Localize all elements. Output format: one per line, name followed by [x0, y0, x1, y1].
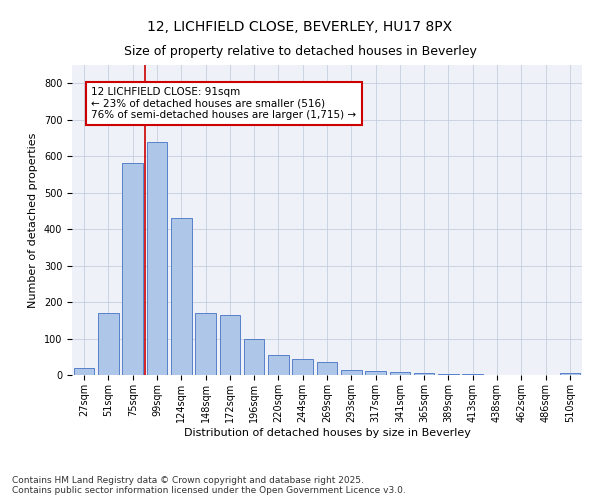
Y-axis label: Number of detached properties: Number of detached properties [28, 132, 38, 308]
Bar [244, 338, 265, 375]
Bar [220, 315, 240, 375]
Bar [463, 374, 483, 375]
Bar [414, 373, 434, 375]
Text: 12 LICHFIELD CLOSE: 91sqm
← 23% of detached houses are smaller (516)
76% of semi: 12 LICHFIELD CLOSE: 91sqm ← 23% of detac… [91, 87, 356, 120]
Text: 12, LICHFIELD CLOSE, BEVERLEY, HU17 8PX: 12, LICHFIELD CLOSE, BEVERLEY, HU17 8PX [148, 20, 452, 34]
Bar [268, 355, 289, 375]
Bar [365, 372, 386, 375]
X-axis label: Distribution of detached houses by size in Beverley: Distribution of detached houses by size … [184, 428, 470, 438]
Bar [389, 372, 410, 375]
Bar [74, 368, 94, 375]
Bar [292, 358, 313, 375]
Bar [438, 374, 459, 375]
Bar [341, 370, 362, 375]
Bar [195, 313, 216, 375]
Text: Size of property relative to detached houses in Beverley: Size of property relative to detached ho… [124, 45, 476, 58]
Bar [146, 142, 167, 375]
Bar [560, 373, 580, 375]
Text: Contains HM Land Registry data © Crown copyright and database right 2025.
Contai: Contains HM Land Registry data © Crown c… [12, 476, 406, 495]
Bar [317, 362, 337, 375]
Bar [98, 313, 119, 375]
Bar [171, 218, 191, 375]
Bar [122, 164, 143, 375]
